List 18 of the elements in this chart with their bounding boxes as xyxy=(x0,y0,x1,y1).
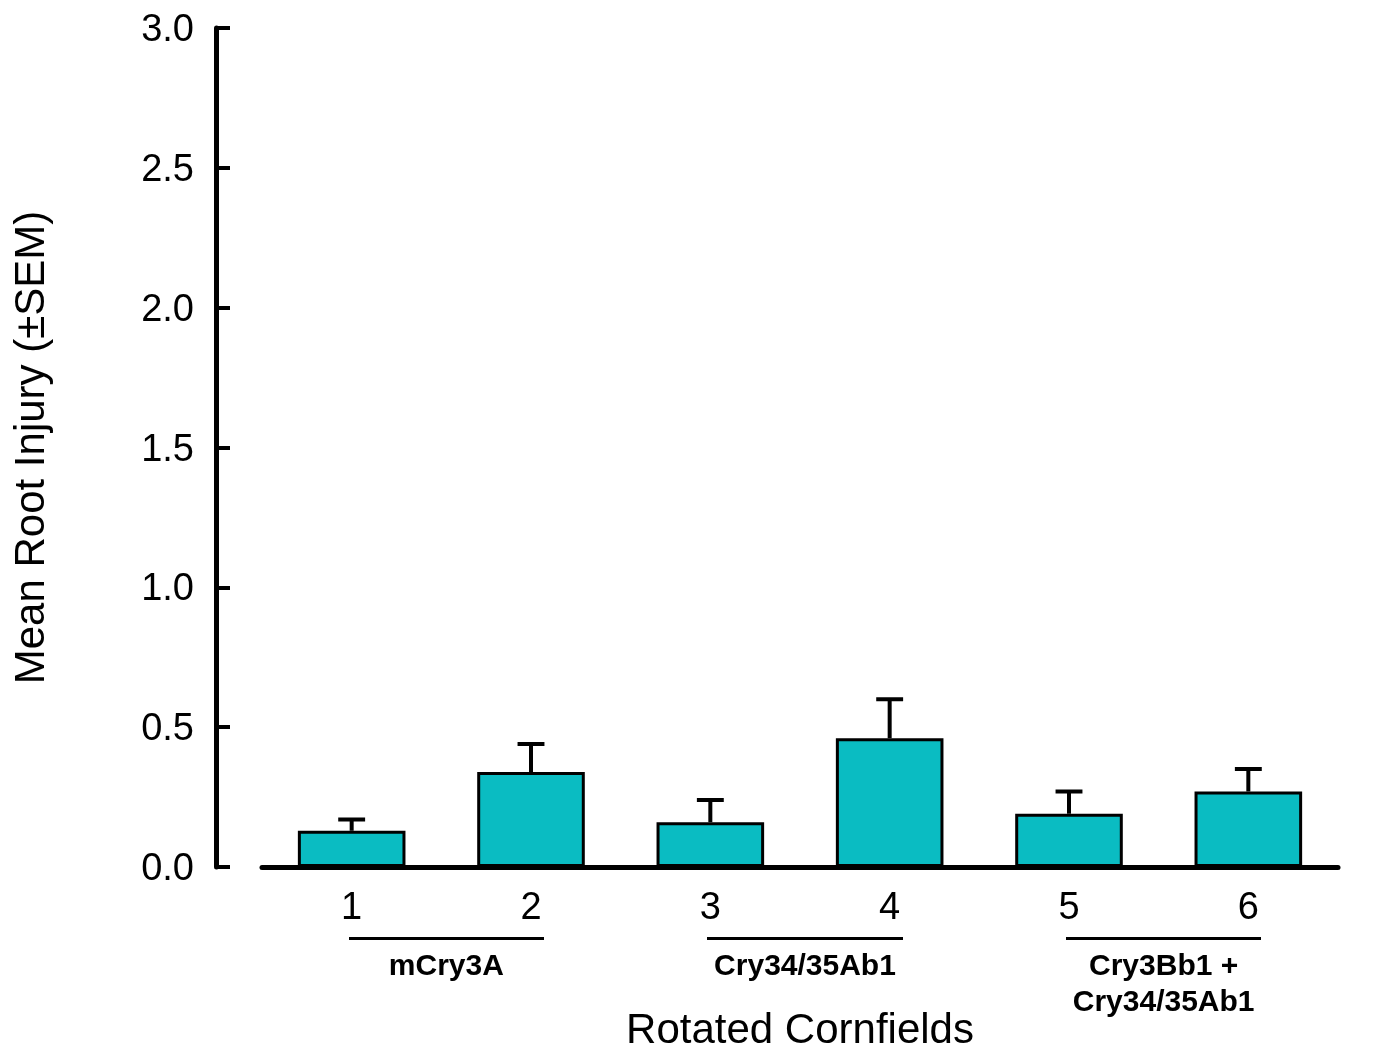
y-tick-label: 1.0 xyxy=(141,566,194,609)
text: Cry3Bb1 + Cry34/35Ab1 xyxy=(1071,947,1256,1019)
y-axis-title: Mean Root Injury (±SEM) xyxy=(5,210,53,685)
y-tick-label: 1.5 xyxy=(141,426,194,469)
x-tick-label: 4 xyxy=(879,885,901,927)
y-tick-label: 0.5 xyxy=(141,706,194,749)
x-axis-title: Rotated Cornfields xyxy=(626,1004,974,1052)
x-tick-label: 3 xyxy=(699,885,721,927)
x-tick-label: 2 xyxy=(520,885,542,927)
text: mCry3A xyxy=(387,947,505,983)
y-tick-label: 3.0 xyxy=(141,7,194,49)
x-tick-label: 1 xyxy=(341,885,363,927)
y-tick-label: 0.0 xyxy=(141,846,194,888)
y-tick-label: 2.0 xyxy=(141,286,194,329)
y-tick-label: 2.5 xyxy=(141,146,194,189)
text: Cry34/35Ab1 xyxy=(713,947,897,983)
x-tick-label: 5 xyxy=(1058,885,1080,927)
x-tick-label: 6 xyxy=(1237,885,1259,927)
